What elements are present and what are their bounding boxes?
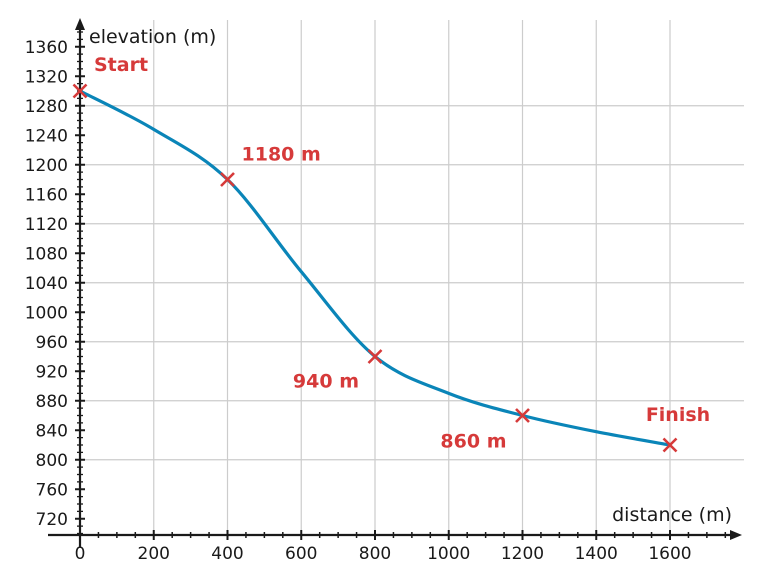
point-marker (662, 437, 678, 453)
elevation-line (78, 89, 672, 447)
y-tick-label: 1120 (25, 215, 68, 235)
point-markers (72, 83, 678, 453)
x-tick-label: 1400 (575, 544, 618, 564)
y-tick-label: 920 (36, 362, 68, 382)
point-label: 940 m (293, 371, 359, 393)
point-marker (515, 408, 530, 423)
x-axis-ticks: 0 200 400 600 800 1000 1200 1400 1600 (75, 530, 727, 564)
y-tick-label: 800 (36, 451, 68, 471)
y-tick-label: 1320 (25, 67, 68, 87)
x-tick-label: 200 (138, 544, 170, 564)
grid (80, 20, 744, 535)
y-tick-label: 1080 (25, 244, 68, 264)
y-axis-ticks: 720 760 800 840 880 920 960 1000 1040 1080 1120 116… (25, 31, 85, 535)
y-tick-label: 1280 (25, 97, 68, 117)
x-tick-label: 1000 (427, 544, 470, 564)
point-label: 1180 m (242, 144, 321, 166)
x-tick-label: 600 (285, 544, 317, 564)
x-axis-arrow (730, 530, 742, 540)
point-label: 860 m (440, 431, 506, 453)
y-tick-label: 1360 (25, 38, 68, 58)
point-marker (220, 172, 235, 187)
y-tick-label: 1000 (25, 303, 68, 323)
y-tick-label: 720 (36, 510, 68, 530)
y-tick-label: 760 (36, 480, 68, 500)
y-tick-label: 1040 (25, 274, 68, 294)
y-tick-label: 960 (36, 333, 68, 353)
x-tick-label: 0 (75, 544, 86, 564)
y-tick-label: 880 (36, 392, 68, 412)
y-tick-label: 1160 (25, 185, 68, 205)
x-axis-title: distance (m) (612, 504, 732, 526)
point-labels: Start 1180 m 940 m 860 m Finish (94, 54, 710, 453)
y-axis-arrow (75, 18, 85, 30)
x-tick-label: 800 (359, 544, 391, 564)
x-tick-label: 400 (211, 544, 243, 564)
point-marker (367, 349, 383, 364)
y-tick-label: 1240 (25, 126, 68, 146)
x-tick-label: 1600 (648, 544, 691, 564)
y-tick-label: 1200 (25, 156, 68, 176)
point-label: Finish (646, 404, 710, 426)
y-tick-label: 840 (36, 421, 68, 441)
point-label: Start (94, 54, 148, 76)
point-marker (72, 83, 88, 99)
x-tick-label: 1200 (501, 544, 544, 564)
y-axis-title: elevation (m) (89, 26, 216, 48)
